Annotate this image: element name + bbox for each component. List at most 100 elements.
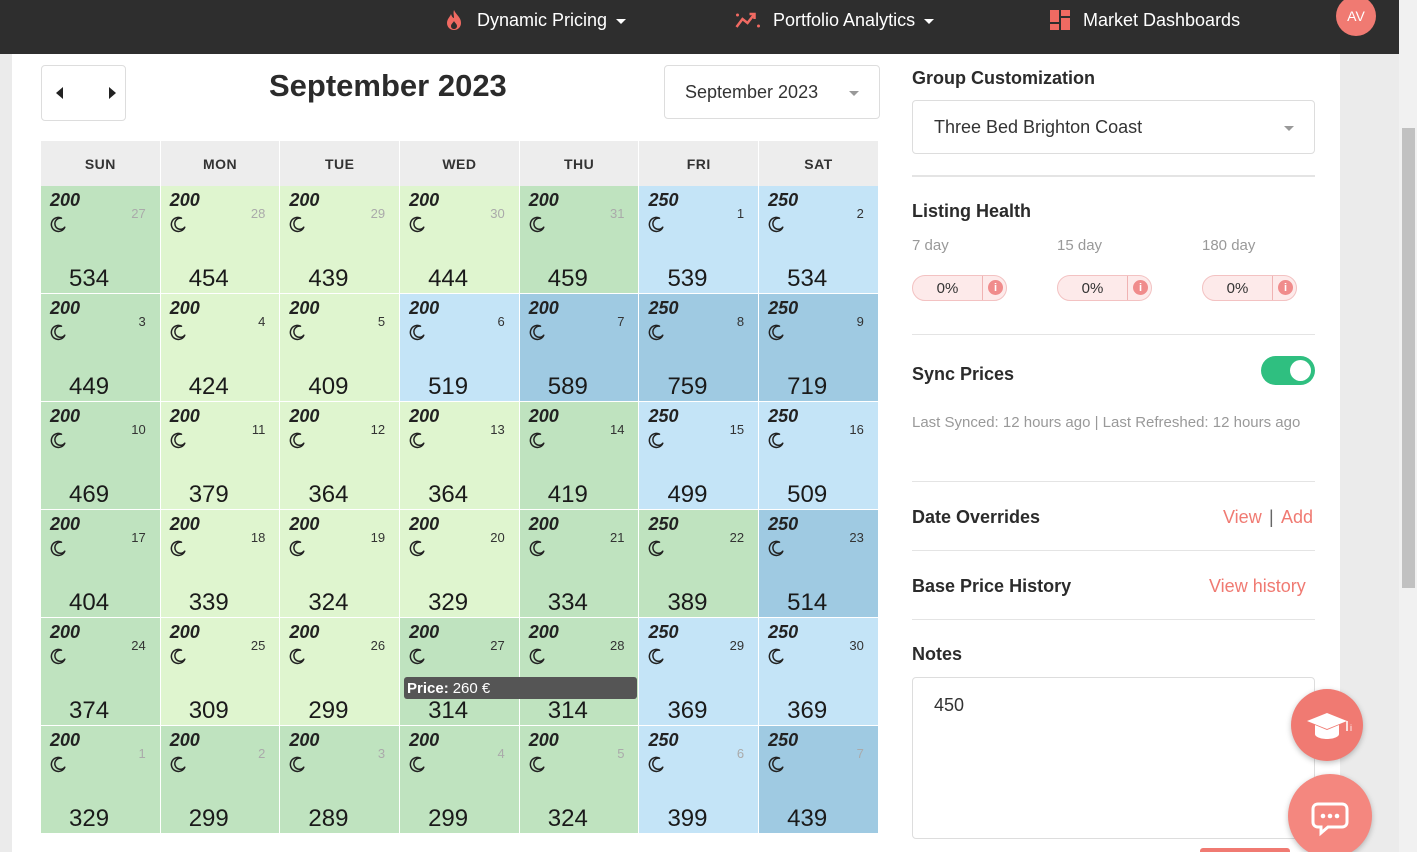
calendar-day-cell[interactable]: 200 28 314 — [519, 618, 640, 726]
min-nights: 200 — [528, 190, 559, 210]
min-nights: 200 — [528, 730, 559, 750]
day-number: 4 — [258, 314, 266, 329]
calendar-day-cell[interactable]: 250 23 514 — [759, 510, 879, 618]
calendar-day-cell[interactable]: 250 8 759 — [639, 294, 760, 402]
month-select[interactable]: September 2023 — [664, 65, 880, 119]
moon-icon — [289, 756, 305, 773]
calendar-day-cell[interactable]: 250 30 369 — [759, 618, 879, 726]
calendar-day-cell[interactable]: 200 20 329 — [400, 510, 520, 618]
month-select-value: September 2023 — [685, 81, 819, 102]
moon-icon — [529, 324, 545, 341]
calendar-day-cell[interactable]: 200 19 324 — [280, 510, 401, 618]
min-nights: 250 — [768, 622, 799, 642]
info-icon[interactable]: i — [988, 280, 1003, 295]
moon-icon — [768, 216, 784, 233]
calendar-day-cell[interactable]: 200 3 289 — [280, 726, 401, 834]
moon-icon — [649, 756, 664, 773]
weekday-label: MON — [160, 141, 281, 186]
day-price: 314 — [547, 697, 588, 724]
calendar-day-cell[interactable]: 200 11 379 — [160, 402, 281, 510]
divider — [912, 334, 1315, 335]
overrides-add-link[interactable]: Add — [1281, 507, 1314, 527]
calendar-day-cell[interactable]: 200 26 299 — [280, 618, 401, 726]
calendar-day-cell[interactable]: 200 24 374 — [41, 618, 161, 726]
calendar-day-cell[interactable]: 250 9 719 — [759, 294, 879, 402]
moon-icon — [649, 648, 664, 665]
calendar-day-cell[interactable]: 200 21 334 — [519, 510, 640, 618]
sync-prices-toggle[interactable] — [1261, 356, 1315, 385]
day-number: 10 — [131, 422, 146, 437]
calendar-day-cell[interactable]: 200 18 339 — [160, 510, 281, 618]
day-price: 539 — [667, 265, 708, 292]
calendar-day-cell[interactable]: 250 1 539 — [639, 186, 760, 294]
info-icon[interactable]: i — [1278, 280, 1293, 295]
min-nights: 200 — [409, 622, 440, 642]
calendar-day-cell[interactable]: 200 4 424 — [160, 294, 281, 402]
calendar-day-cell[interactable]: 200 28 454 — [160, 186, 281, 294]
calendar-day-cell[interactable]: 200 7 589 — [519, 294, 640, 402]
day-number: 3 — [377, 746, 386, 761]
min-nights: 200 — [289, 190, 320, 210]
calendar-day-cell[interactable]: 200 13 364 — [400, 402, 520, 510]
day-price: 329 — [69, 805, 110, 832]
calendar-day-cell[interactable]: 200 25 309 — [160, 618, 281, 726]
calendar-day-cell[interactable]: 200 12 364 — [280, 402, 401, 510]
info-icon[interactable]: i — [1133, 280, 1148, 295]
education-button[interactable]: i — [1291, 689, 1363, 761]
moon-icon — [529, 432, 545, 449]
group-select-value: Three Bed Brighton Coast — [934, 116, 1143, 137]
nav-dynamic-pricing[interactable]: Dynamic Pricing — [443, 0, 627, 40]
weekday-label: SUN — [41, 141, 161, 186]
calendar-day-cell[interactable]: 200 31 459 — [519, 186, 640, 294]
health-label-15day: 15 day — [1057, 237, 1103, 254]
calendar-day-cell[interactable]: 200 2 299 — [160, 726, 281, 834]
min-nights: 250 — [768, 298, 799, 318]
chat-button[interactable] — [1288, 774, 1372, 852]
min-nights: 250 — [648, 190, 679, 210]
calendar-day-cell[interactable]: 200 1 329 — [41, 726, 161, 834]
calendar-day-cell[interactable]: 250 29 369 — [639, 618, 760, 726]
view-history-link[interactable]: View history — [1209, 576, 1306, 596]
graduation-cap-icon: i — [1307, 713, 1352, 739]
scrollbar-thumb[interactable] — [1402, 128, 1415, 588]
day-number: 17 — [131, 530, 146, 545]
calendar-week-row: 200 3 449 200 4 424 200 5 409 200 6 519 200 7 589 250 8 7… — [41, 294, 879, 402]
calendar-day-cell[interactable]: 200 3 449 — [41, 294, 161, 402]
save-button-edge[interactable] — [1200, 848, 1290, 852]
calendar-day-cell[interactable]: 200 17 404 — [41, 510, 161, 618]
calendar-day-cell[interactable]: 200 5 409 — [280, 294, 401, 402]
moon-icon — [649, 540, 664, 557]
calendar-day-cell[interactable]: 250 2 534 — [759, 186, 879, 294]
nav-portfolio-analytics[interactable]: Portfolio Analytics — [734, 0, 935, 40]
calendar-day-cell[interactable]: 200 29 439 — [280, 186, 401, 294]
calendar-day-cell[interactable]: 250 22 389 — [639, 510, 760, 618]
calendar-day-cell[interactable]: 200 27 534 — [41, 186, 161, 294]
group-select[interactable]: Three Bed Brighton Coast — [912, 100, 1315, 154]
calendar-day-cell[interactable]: 200 10 469 — [41, 402, 161, 510]
min-nights: 200 — [289, 406, 320, 426]
day-number: 31 — [609, 206, 625, 221]
calendar-day-cell[interactable]: 250 15 499 — [639, 402, 760, 510]
calendar-day-cell[interactable]: 200 30 444 — [400, 186, 520, 294]
calendar-day-cell[interactable]: 200 14 419 — [519, 402, 640, 510]
calendar-day-cell[interactable]: 250 6 399 — [639, 726, 760, 834]
calendar-day-cell[interactable]: 250 16 509 — [759, 402, 879, 510]
day-price: 439 — [308, 265, 349, 292]
overrides-view-link[interactable]: View — [1223, 507, 1262, 527]
calendar-day-cell[interactable]: 200 5 324 — [519, 726, 640, 834]
calendar-day-cell[interactable]: 200 6 519 — [400, 294, 520, 402]
nav-market-dashboards[interactable]: Market Dashboards — [1049, 0, 1240, 40]
day-price: 374 — [69, 697, 110, 724]
calendar-day-cell[interactable]: 200 27 314 — [400, 618, 520, 726]
chevron-down-icon — [1284, 126, 1294, 131]
notes-textarea[interactable]: 450 — [912, 677, 1315, 839]
moon-icon — [289, 432, 305, 449]
calendar-title: September 2023 — [269, 68, 507, 103]
chat-bubble-icon — [1311, 802, 1349, 837]
next-month-button[interactable] — [109, 87, 116, 99]
prev-month-button[interactable] — [56, 87, 63, 99]
calendar-day-cell[interactable]: 250 7 439 — [759, 726, 879, 834]
avatar[interactable]: AV — [1336, 0, 1376, 36]
calendar-day-cell[interactable]: 200 4 299 — [400, 726, 520, 834]
svg-text:i: i — [1350, 723, 1352, 733]
